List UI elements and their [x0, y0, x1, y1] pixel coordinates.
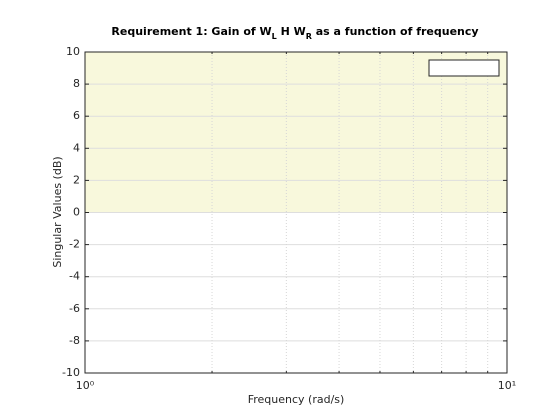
y-tick-label: -6	[69, 302, 80, 315]
y-tick-label: -10	[62, 366, 80, 379]
legend-box	[428, 59, 500, 77]
shaded-bound	[85, 52, 507, 213]
y-axis-label: Singular Values (dB)	[51, 156, 64, 267]
x-axis-label: Frequency (rad/s)	[248, 393, 345, 406]
y-tick-label: 8	[73, 77, 80, 90]
y-tick-label: -8	[69, 334, 80, 347]
y-tick-label: 6	[73, 109, 80, 122]
y-tick-label: 10	[66, 45, 80, 58]
y-tick-label: 4	[73, 141, 80, 154]
y-tick-label: 2	[73, 173, 80, 186]
y-tick-label: 0	[73, 206, 80, 219]
axes-box	[84, 51, 508, 374]
y-tick-label: -4	[69, 270, 80, 283]
x-tick-label: 10⁰	[76, 379, 95, 392]
x-tick-label: 10¹	[498, 379, 516, 392]
y-tick-label: -2	[69, 238, 80, 251]
chart-title: Requirement 1: Gain of WL H WR as a func…	[111, 25, 478, 41]
